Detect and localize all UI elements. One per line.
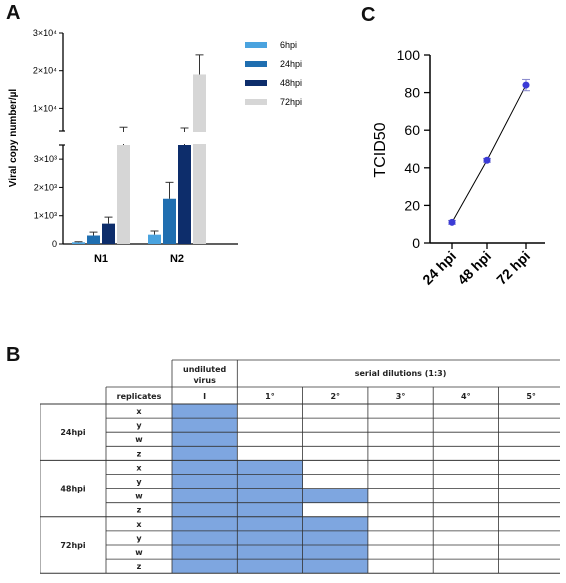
y-tick-label: 20 (404, 197, 420, 213)
positive-cell (237, 559, 303, 574)
header-undiluted: virus (193, 376, 216, 385)
legend-swatch-6hpi (245, 42, 267, 48)
y-tick-label: 3×10³ (34, 154, 57, 164)
replicate-label: x (136, 407, 142, 416)
y-tick-label: 1×10⁴ (33, 103, 57, 113)
positive-cell (172, 404, 238, 419)
positive-cell (172, 446, 238, 461)
replicate-label: z (137, 449, 142, 458)
x-tick-label: 24 hpi (419, 248, 459, 288)
positive-cell (237, 516, 303, 531)
positive-cell (172, 516, 238, 531)
legend-label: 72hpi (280, 97, 302, 107)
replicate-label: w (135, 548, 143, 557)
replicate-label: w (135, 492, 143, 501)
y-tick-label: 1×10³ (34, 211, 57, 221)
positive-cell (172, 559, 238, 574)
bar-24hpi-N1 (87, 235, 100, 244)
data-point (448, 218, 456, 226)
panel-label-b: B (6, 344, 21, 366)
bar-6hpi-N1 (72, 242, 85, 244)
group-label: 72hpi (60, 541, 86, 550)
positive-cell (237, 545, 303, 560)
header-serial: serial dilutions (1:3) (355, 369, 447, 378)
x-tick-label: N1 (94, 253, 108, 265)
positive-cell (237, 488, 303, 503)
positive-cell (237, 460, 303, 475)
replicate-label: y (136, 421, 142, 430)
bar-72hpi-N2 (193, 74, 206, 244)
bar-48hpi-N2 (178, 145, 191, 244)
y-tick-label: 2×10³ (34, 182, 57, 192)
positive-cell (302, 530, 368, 545)
header-replicates: replicates (117, 392, 162, 401)
replicate-label: z (137, 562, 142, 571)
series-line (451, 84, 527, 223)
replicate-label: y (136, 534, 142, 543)
group-label: 24hpi (60, 428, 86, 437)
data-point (483, 156, 491, 164)
bar-24hpi-N2 (163, 198, 176, 244)
positive-cell (172, 545, 238, 560)
bar-72hpi-N1 (117, 145, 130, 244)
y-axis-label: Viral copy number/µl (8, 89, 19, 188)
header-undiluted: undiluted (183, 365, 227, 374)
replicate-label: z (137, 506, 142, 515)
replicate-label: y (136, 478, 142, 487)
legend-swatch-24hpi (245, 61, 267, 67)
y-tick-label: 0 (52, 239, 57, 249)
replicate-label: x (136, 463, 142, 472)
dilution-label: 3° (396, 392, 406, 401)
y-tick-label: 60 (404, 122, 420, 138)
bar-6hpi-N2 (148, 234, 161, 244)
group-label: 48hpi (60, 485, 86, 494)
y-tick-label: 3×10⁴ (33, 28, 57, 38)
y-tick-label: 100 (397, 47, 421, 63)
legend-label: 6hpi (280, 40, 297, 50)
legend-swatch-48hpi (245, 80, 267, 86)
dilution-label: 5° (526, 392, 536, 401)
legend-label: 24hpi (280, 59, 302, 69)
positive-cell (172, 474, 238, 489)
panel-label-c: C (361, 4, 376, 26)
dilution-label: 4° (461, 392, 471, 401)
axis-break-gap (147, 132, 209, 144)
positive-cell (302, 516, 368, 531)
positive-cell (172, 418, 238, 433)
positive-cell (172, 488, 238, 503)
dilution-label: 1° (265, 392, 275, 401)
y-tick-label: 80 (404, 85, 420, 101)
y-axis-label: TCID50 (372, 122, 389, 177)
replicate-label: x (136, 520, 142, 529)
dilution-label: I (203, 392, 206, 401)
positive-cell (237, 474, 303, 489)
legend-swatch-72hpi (245, 99, 267, 105)
y-tick-label: 0 (412, 235, 420, 251)
x-tick-label: N2 (170, 253, 184, 265)
replicate-label: w (135, 435, 143, 444)
positive-cell (237, 530, 303, 545)
legend-label: 48hpi (280, 78, 302, 88)
positive-cell (302, 488, 368, 503)
positive-cell (302, 545, 368, 560)
x-tick-label: 48 hpi (454, 248, 494, 288)
positive-cell (172, 502, 238, 517)
positive-cell (302, 559, 368, 574)
positive-cell (172, 460, 238, 475)
positive-cell (172, 530, 238, 545)
chart-a: 0 1×10³ 2×10³ 3×10³ 1×10⁴ 2×10⁴ 3×10⁴ Viral cop… (8, 28, 302, 265)
axis-break-gap (71, 132, 133, 144)
dilution-table: undiluted virus serial dilutions (1:3) repl… (40, 359, 560, 574)
dilution-label: 2° (330, 392, 340, 401)
data-point (522, 81, 530, 89)
bar-48hpi-N1 (102, 223, 115, 244)
y-tick-label: 2×10⁴ (33, 66, 57, 76)
x-tick-label: 72 hpi (493, 248, 533, 288)
positive-cell (172, 432, 238, 447)
y-tick-label: 40 (404, 160, 420, 176)
panel-label-a: A (6, 2, 21, 24)
positive-cell (237, 502, 303, 517)
